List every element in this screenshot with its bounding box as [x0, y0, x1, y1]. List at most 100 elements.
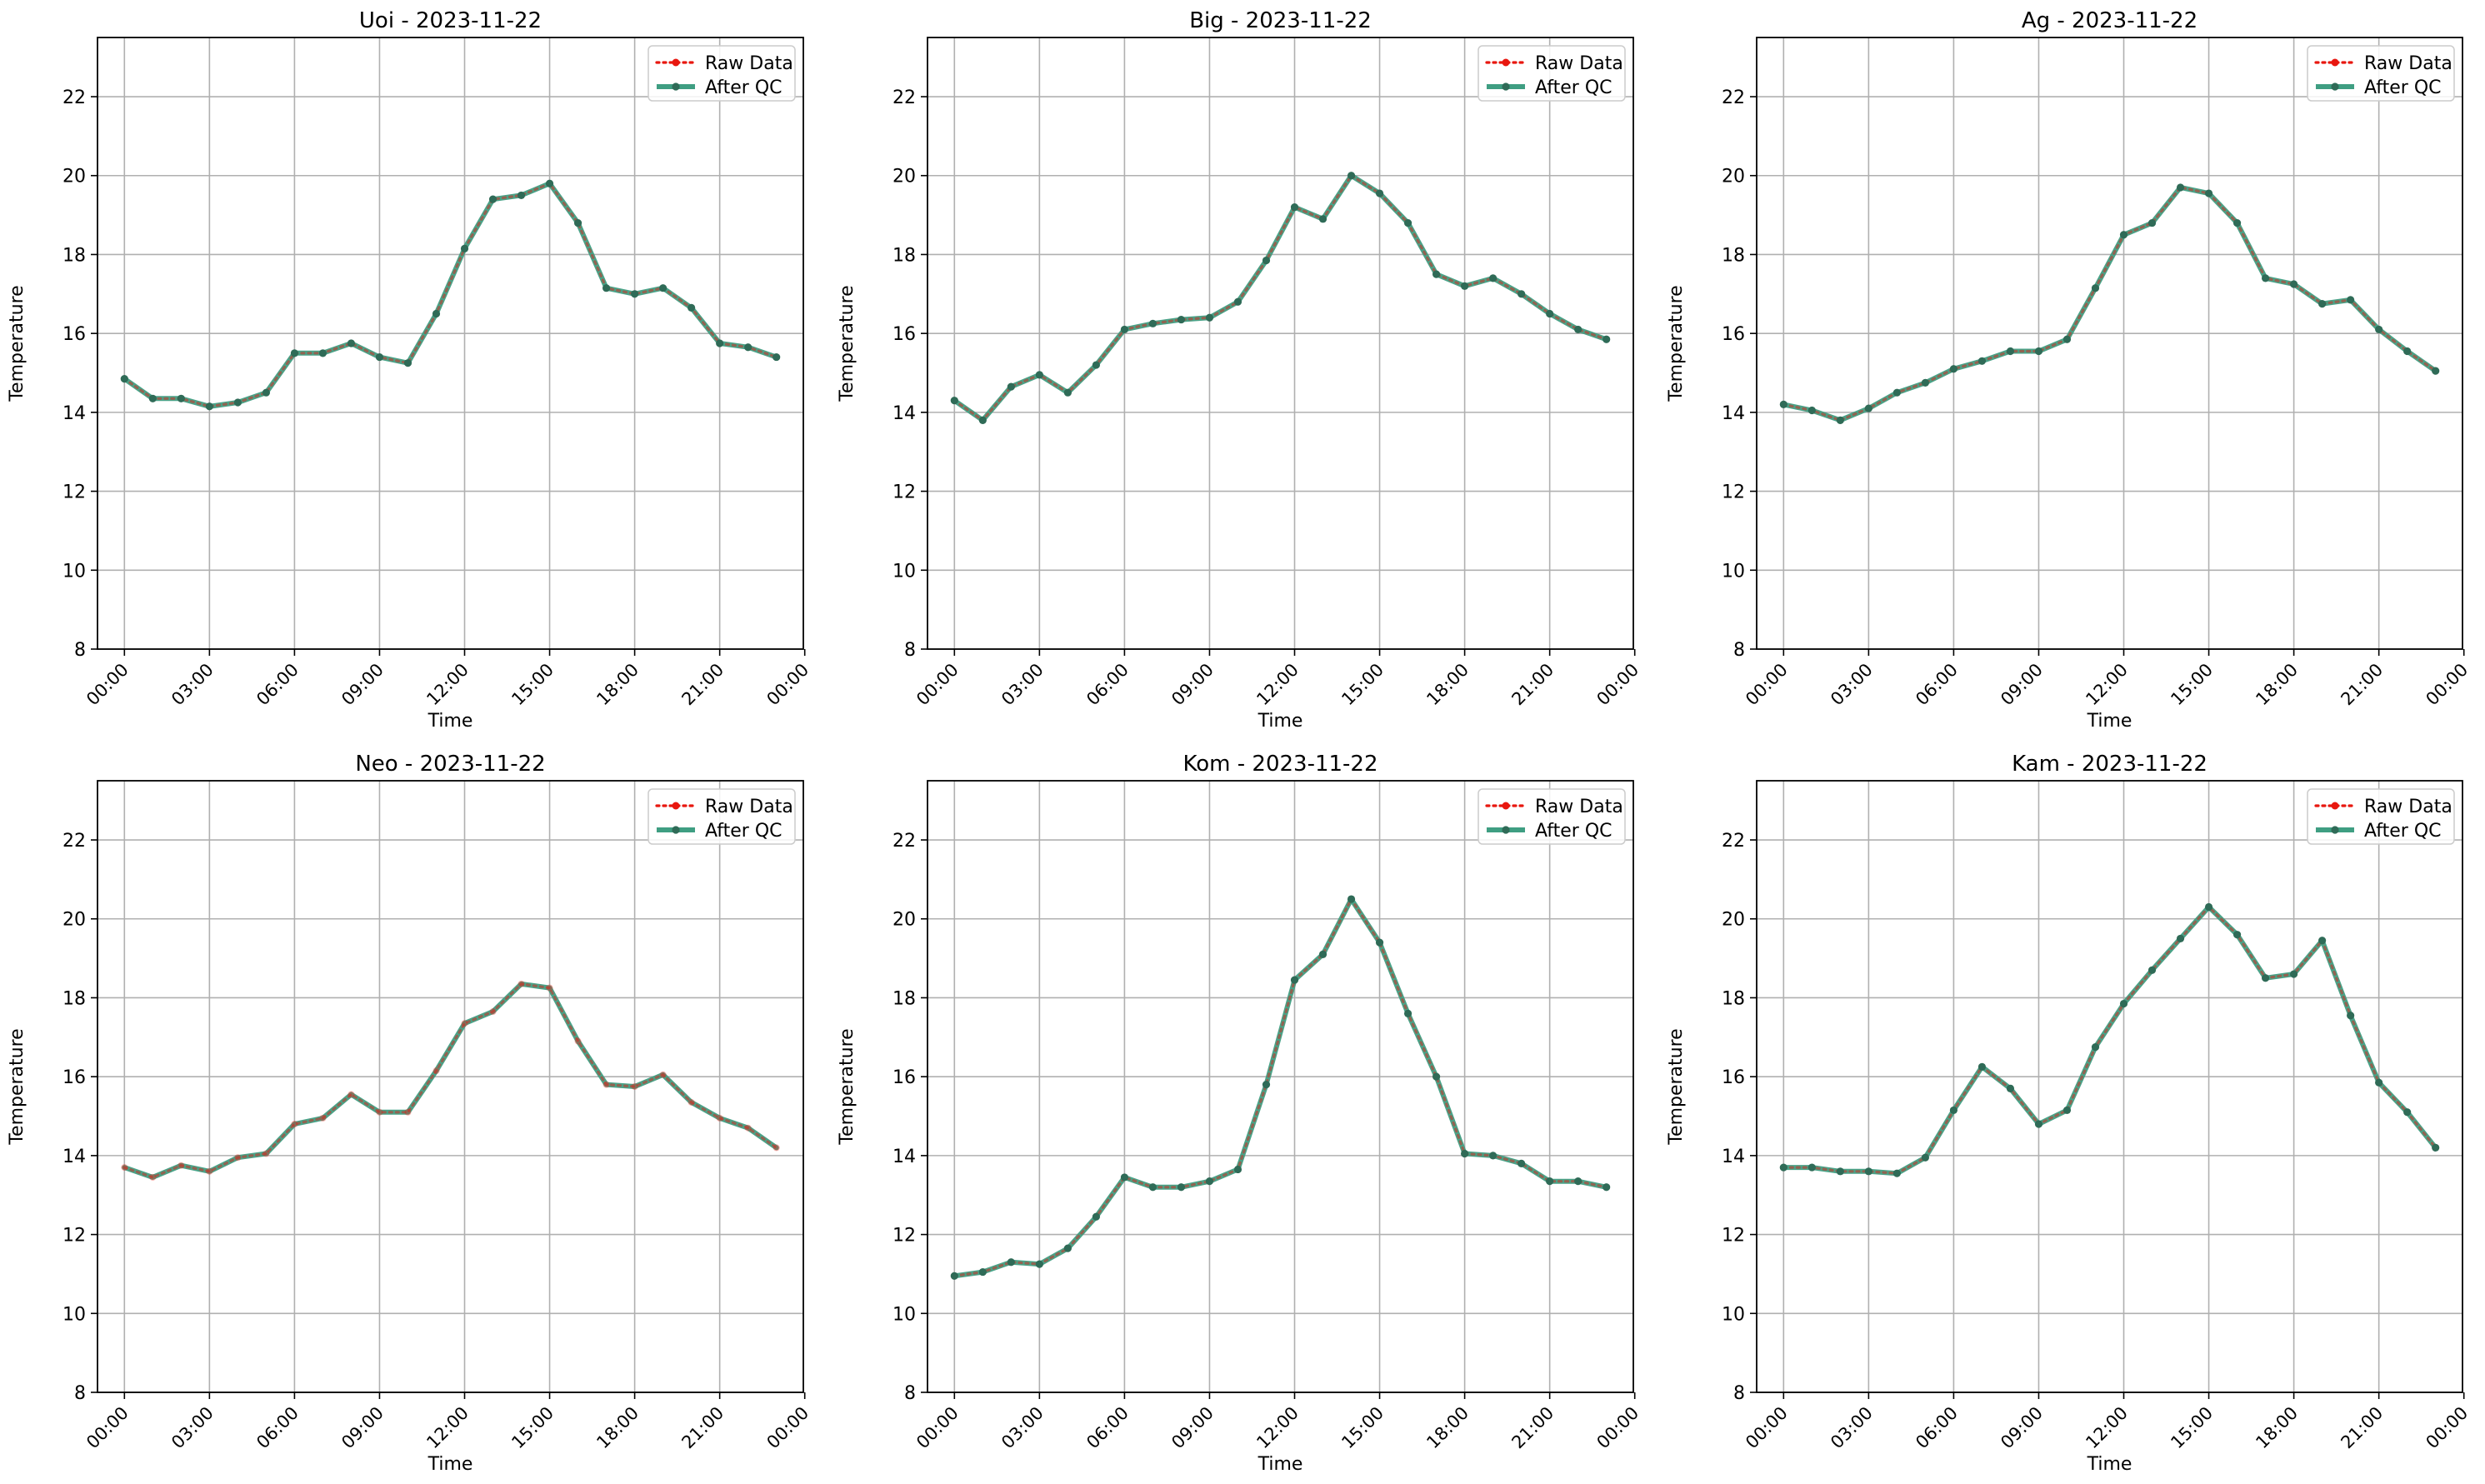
series-line-raw-data — [952, 173, 1608, 422]
after-qc-point — [688, 303, 696, 312]
after-qc-point — [950, 1272, 958, 1280]
x-tick-label: 15:00 — [2167, 1403, 2217, 1453]
legend-raw-marker — [672, 58, 680, 67]
subplot-2: 8 10 12 14 16 18 20 22 00:00 03:00 06:00 09:00 12:00… — [837, 8, 1642, 732]
y-tick-label: 14 — [62, 1147, 86, 1167]
y-tick-label: 16 — [1722, 324, 1745, 345]
raw-data-points — [951, 172, 1610, 424]
x-axis-label: Time — [1258, 711, 1303, 732]
y-tick-label: 20 — [62, 167, 86, 187]
after-qc-point — [2347, 296, 2355, 304]
x-tick-label: 12:00 — [1252, 1403, 1302, 1453]
x-tick-label: 00:00 — [1742, 660, 1792, 710]
y-tick-label: 16 — [1722, 1067, 1745, 1088]
after-qc-point — [347, 339, 356, 347]
x-tick-label: 06:00 — [1082, 660, 1132, 710]
subplot-title: Ag - 2023-11-22 — [2022, 8, 2198, 33]
y-tick-label: 12 — [62, 1226, 86, 1247]
after-qc-point — [1262, 1081, 1271, 1089]
y-tick-label: 8 — [74, 1383, 86, 1404]
after-qc-point — [1035, 371, 1043, 379]
after-qc-point — [1148, 319, 1158, 327]
series-line-after-qc — [952, 172, 1609, 423]
after-qc-point — [120, 375, 128, 383]
x-tick-label: 00:00 — [82, 660, 132, 710]
subplot-4: 8 10 12 14 16 18 20 22 00:00 03:00 06:00 09:00 12:00… — [7, 752, 812, 1475]
raw-data-point — [206, 1167, 213, 1175]
subplot-6: 8 10 12 14 16 18 20 22 00:00 03:00 06:00 09:00 12:00… — [1666, 752, 2472, 1475]
x-axis-label: Time — [428, 711, 473, 732]
raw-data-point — [404, 1108, 412, 1116]
after-qc-point — [233, 398, 242, 407]
legend-qc-marker — [672, 82, 680, 91]
after-qc-point — [602, 284, 611, 292]
series-line-after-qc — [122, 181, 779, 409]
after-qc-point — [2148, 966, 2157, 974]
raw-data-point — [461, 1020, 468, 1027]
raw-data-points — [951, 896, 1610, 1280]
after-qc-point — [1574, 1177, 1582, 1186]
after-qc-point — [2290, 280, 2298, 288]
y-tick-label: 22 — [62, 831, 86, 852]
x-axis-label: Time — [428, 1454, 473, 1475]
y-tick-label: 10 — [892, 561, 916, 582]
grid — [98, 781, 803, 1393]
raw-data-point — [574, 1037, 582, 1045]
after-qc-point — [1978, 357, 1987, 365]
axes-frame — [1756, 37, 2463, 650]
x-tick-label: 15:00 — [1338, 660, 1388, 710]
subplot-title: Kom - 2023-11-22 — [1183, 752, 1378, 777]
after-qc-point — [1120, 325, 1129, 334]
after-qc-point — [1836, 416, 1844, 424]
after-qc-point — [1092, 1212, 1100, 1221]
grid — [928, 781, 1633, 1393]
x-tick-label: 06:00 — [1912, 660, 1962, 710]
after-qc-point — [2148, 218, 2157, 227]
x-tick-label: 00:00 — [912, 1403, 962, 1453]
after-qc-point — [1007, 1258, 1015, 1267]
after-qc-point — [772, 352, 781, 362]
after-qc-point — [1808, 1163, 1816, 1172]
after-qc-point — [1063, 1244, 1072, 1252]
subplot-title: Kam - 2023-11-22 — [2012, 752, 2208, 777]
y-tick-label: 16 — [892, 324, 916, 345]
after-qc-point — [545, 179, 554, 187]
subplot-3: 8 10 12 14 16 18 20 22 00:00 03:00 06:00 09:00 12:00… — [1666, 8, 2472, 732]
x-tick-label: 03:00 — [998, 660, 1048, 710]
x-tick-label: 15:00 — [1338, 1403, 1388, 1453]
after-qc-point — [148, 394, 157, 402]
after-qc-point — [1949, 365, 1958, 373]
after-qc-point — [1978, 1062, 1987, 1071]
after-qc-point — [1921, 378, 1929, 387]
after-qc-point — [1205, 313, 1214, 322]
grid — [928, 37, 1633, 650]
legend: Raw Data After QC — [2307, 45, 2455, 102]
x-tick-label: 18:00 — [592, 660, 642, 710]
legend-raw-label: Raw Data — [2364, 797, 2452, 817]
legend-raw-marker — [672, 802, 680, 810]
after-qc-point — [1836, 1167, 1844, 1176]
subplot-5: 8 10 12 14 16 18 20 22 00:00 03:00 06:00 09:00 12:00… — [837, 752, 1642, 1475]
x-tick-label: 00:00 — [762, 660, 812, 710]
after-qc-point — [1375, 189, 1384, 197]
x-tick-label: 21:00 — [678, 660, 728, 710]
raw-data-point — [432, 1067, 440, 1075]
raw-data-point — [376, 1108, 383, 1116]
legend: Raw Data After QC — [1478, 788, 1626, 845]
after-qc-point — [1489, 1152, 1498, 1160]
legend-raw-label: Raw Data — [705, 797, 793, 817]
y-tick-label: 14 — [62, 403, 86, 424]
legend: Raw Data After QC — [648, 45, 796, 102]
after-qc-point — [1461, 1149, 1469, 1158]
raw-data-point — [546, 984, 553, 992]
y-tick-label: 18 — [1722, 988, 1745, 1009]
legend-raw-marker — [1502, 58, 1510, 67]
y-axis-label: Temperature — [837, 285, 858, 402]
raw-data-point — [744, 1124, 752, 1132]
after-qc-point — [1779, 400, 1788, 408]
y-tick-label: 10 — [62, 561, 86, 582]
series-line-after-qc — [952, 897, 1609, 1279]
legend-raw-marker — [2331, 58, 2339, 67]
y-tick-label: 12 — [1722, 482, 1745, 503]
after-qc-point — [950, 397, 958, 405]
